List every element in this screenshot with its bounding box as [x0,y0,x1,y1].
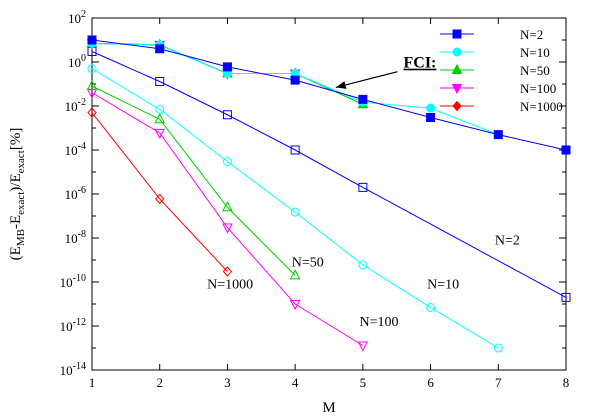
y-tick-label: 10-12 [60,317,86,334]
series-annotation: N=50 [292,256,324,271]
legend: N=2 N=10 N=50 N=100 N=1000 [440,27,563,114]
mb-point [155,76,165,86]
axis-labels: M (EMB-Eexact)/Eexact[%] [8,128,336,416]
x-tick-label: 3 [224,375,231,390]
plot-frame [91,17,567,371]
legend-label: N=10 [520,45,550,60]
legend-marker [452,29,462,39]
fci-point [222,62,232,72]
fci-point [358,94,368,104]
mb-line-n50 [91,85,296,276]
mb-point [290,207,300,217]
mb-point [155,193,165,205]
fci-line-n100 [91,42,296,75]
mb-point [357,341,369,352]
legend-label: N=2 [520,27,543,42]
mb-point [289,300,301,311]
mb-point [87,64,97,74]
mb-point [155,104,165,114]
mb-point [154,128,166,139]
legend-marker [452,100,462,112]
x-tick-label: 5 [360,375,367,390]
y-tick-label: 10-8 [65,229,86,246]
plot-axes: 1 2 3 4 5 6 7 8 102 100 10-2 10-4 10-6 10-8 10-10 10-12… [60,9,570,390]
fci-point [155,44,165,54]
x-tick-label: 2 [156,375,163,390]
legend-label: N=50 [520,63,550,78]
fci-point [561,145,571,155]
legend-marker [451,63,463,74]
legend-label: N=100 [520,81,556,96]
y-tick-label: 10-14 [60,361,86,378]
mb-line-n1000 [91,112,228,272]
annotations: N=2 N=10 N=50 N=100 N=1000 FCI: [207,55,520,330]
y-tick-label: 10-4 [65,141,86,158]
x-tick-label: 4 [292,375,299,390]
series-annotation: N=1000 [207,278,253,293]
mb-point [426,302,436,312]
y-tick-label: 102 [68,9,86,26]
legend-label: N=1000 [520,99,563,114]
fci-arrow-head [335,81,347,89]
mb-point [222,266,233,277]
x-tick-label: 8 [563,375,570,390]
fci-point [426,103,436,113]
y-tick-label: 10-2 [65,97,86,114]
mb-point [87,107,97,118]
mb-line-n10 [91,68,499,349]
mb-point [222,223,233,234]
mb-point [290,145,300,155]
mb-point [154,113,166,124]
fci-line-n10 [91,42,499,136]
x-tick-label: 1 [89,375,96,390]
mb-point [358,182,368,192]
series-annotation: N=2 [495,234,520,249]
mb-point [289,269,301,280]
mb-point [222,157,232,167]
mb-point [86,80,98,91]
mb-point [358,260,368,270]
fci-annotation: FCI: [403,55,436,72]
plot-series [86,35,571,353]
legend-marker [452,47,462,57]
mb-point [222,201,233,212]
fci-line-n2 [91,39,567,151]
x-axis-label: M [322,400,335,416]
mb-point [561,292,571,302]
fci-point [290,75,300,85]
y-tick-label: 10-6 [65,185,86,202]
mb-line-n100 [91,92,364,346]
x-tick-label: 6 [427,375,434,390]
legend-marker [451,84,463,95]
y-tick-label: 100 [68,53,86,70]
y-tick-label: 10-10 [60,273,86,290]
fci-point [87,35,97,45]
mb-point [222,110,232,120]
x-tick-label: 7 [495,375,502,390]
y-axis-label: (EMB-Eexact)/Eexact[%] [8,128,27,261]
series-annotation: N=100 [359,315,398,330]
fci-point [426,113,436,123]
fci-point [493,130,503,140]
fci-arrow-shaft [335,71,398,88]
series-annotation: N=10 [427,278,459,293]
mb-point [493,343,503,353]
mb-line-n2 [91,51,567,298]
